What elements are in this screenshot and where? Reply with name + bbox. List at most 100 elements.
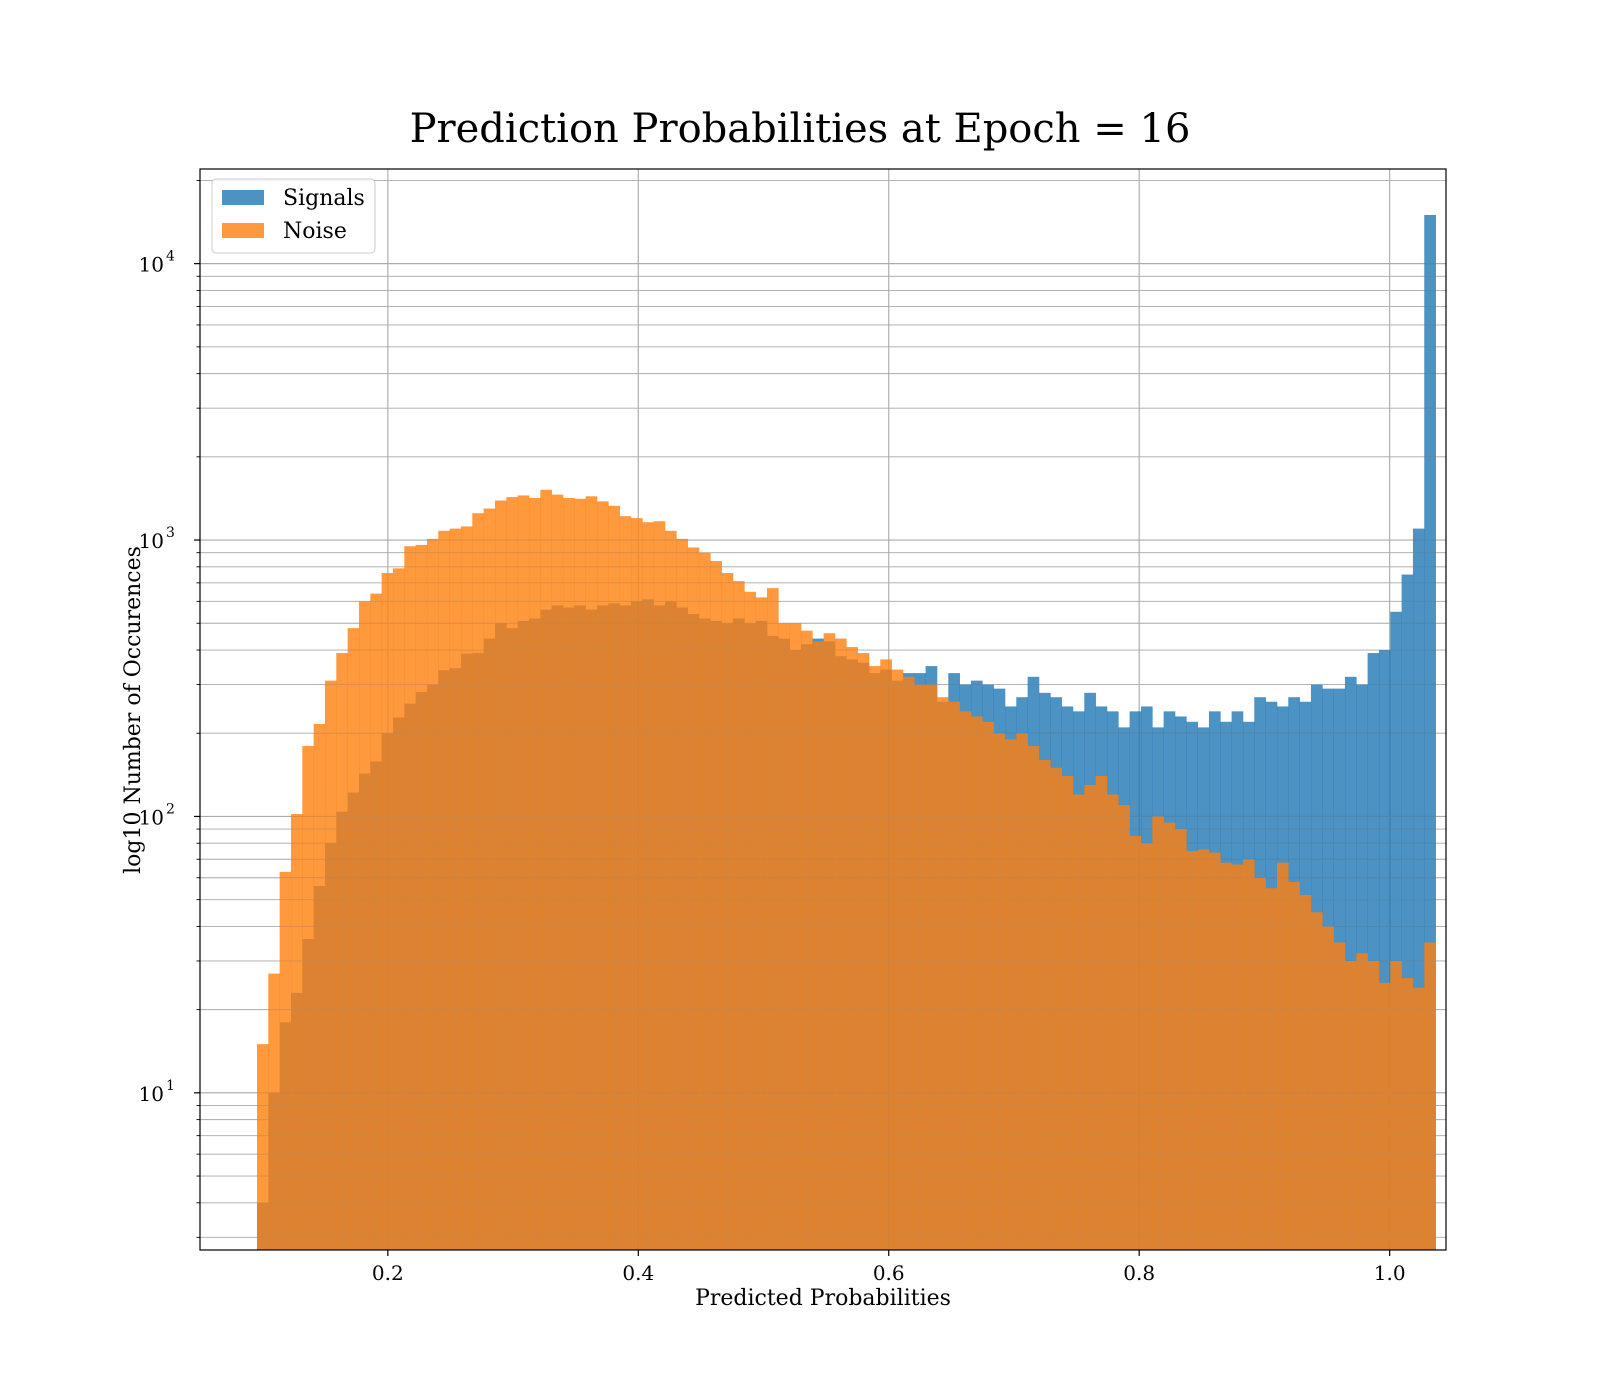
bar-noise [721, 572, 734, 1250]
bar-noise [925, 684, 938, 1250]
y-tick-label: 10 [139, 529, 164, 553]
y-tick-exponent: 3 [166, 525, 175, 541]
y-tick-label: 10 [139, 253, 164, 277]
bar-noise [1231, 864, 1244, 1250]
y-axis-label: log10 Number of Occurences [121, 546, 146, 874]
bar-noise [812, 641, 824, 1250]
bar-noise [1344, 960, 1357, 1250]
bar-noise [256, 1044, 269, 1250]
bar-noise [415, 544, 428, 1250]
bar-noise [914, 684, 926, 1250]
bar-noise [1333, 942, 1346, 1250]
bar-noise [1027, 745, 1040, 1250]
bar-noise [993, 733, 1006, 1250]
x-tick-label: 1.0 [1374, 1261, 1406, 1285]
bar-noise [1367, 960, 1380, 1250]
bar-noise [1186, 850, 1198, 1250]
bar-noise [460, 526, 473, 1250]
bar-signals [1367, 653, 1380, 1250]
y-tick-exponent: 2 [166, 801, 175, 817]
bar-noise [381, 572, 394, 1250]
plot-frame [199, 168, 1447, 1251]
bar-noise [778, 623, 790, 1250]
bar-noise [1412, 987, 1425, 1250]
bar-noise [1356, 953, 1368, 1250]
bar-noise [517, 495, 530, 1250]
bar-noise [585, 496, 598, 1250]
bar-noise [1095, 776, 1108, 1250]
bar-noise [449, 528, 462, 1250]
bar-noise [1118, 804, 1130, 1250]
bar-noise [1038, 760, 1051, 1250]
bar-noise [1140, 843, 1153, 1250]
bar-noise [506, 497, 518, 1250]
bar-noise [891, 669, 904, 1250]
bar-noise [630, 518, 643, 1250]
bar-noise [358, 601, 371, 1250]
bar-noise [562, 497, 575, 1250]
bar-noise [540, 489, 552, 1250]
bar-noise [1265, 888, 1278, 1250]
bar-noise [1401, 978, 1414, 1250]
legend-label-signals: Signals [283, 186, 365, 211]
bar-noise [619, 516, 632, 1250]
bar-noise [1152, 816, 1164, 1250]
bar-noise [1378, 982, 1391, 1250]
bar-noise [744, 591, 756, 1250]
bar-signals [1378, 650, 1391, 1250]
bar-noise [880, 659, 892, 1250]
bar-noise [324, 680, 337, 1250]
legend-swatch-signals [222, 190, 264, 205]
bar-noise [1106, 794, 1119, 1250]
bar-noise [1004, 739, 1017, 1250]
bar-noise [982, 721, 994, 1250]
bar-noise [846, 647, 858, 1250]
bar-noise [1242, 859, 1255, 1250]
bar-noise [970, 716, 983, 1250]
bar-noise [1061, 776, 1074, 1250]
legend-label-noise: Noise [283, 219, 347, 244]
bar-noise [596, 501, 609, 1250]
y-tick-exponent: 4 [166, 249, 175, 265]
series-noise [256, 489, 1436, 1250]
x-tick-label: 0.2 [372, 1261, 404, 1285]
bar-signals [1401, 574, 1414, 1250]
bar-noise [483, 508, 496, 1250]
bar-noise [698, 552, 711, 1250]
bar-signals [1390, 611, 1402, 1250]
plot-area [200, 169, 1446, 1251]
bar-noise [1072, 794, 1085, 1250]
bar-noise [766, 588, 779, 1250]
bar-noise [494, 500, 507, 1250]
bar-noise [1220, 862, 1232, 1250]
x-tick-label: 0.8 [1123, 1261, 1155, 1285]
bar-signals [1412, 528, 1425, 1250]
bar-noise [732, 581, 745, 1250]
bar-noise [574, 498, 586, 1250]
bar-noise [936, 697, 949, 1250]
bar-noise [800, 630, 813, 1250]
x-tick-label: 0.6 [873, 1261, 905, 1285]
bar-noise [1208, 852, 1221, 1250]
bar-noise [302, 745, 314, 1250]
legend: Signals Noise [211, 178, 376, 254]
bar-noise [959, 711, 972, 1250]
bar-noise [653, 521, 666, 1250]
y-tick-label: 10 [139, 1082, 164, 1106]
bar-noise [664, 530, 677, 1250]
bar-noise [687, 547, 700, 1250]
x-axis-label: Predicted Probabilities [695, 1286, 951, 1311]
bar-noise [642, 522, 654, 1250]
legend-swatch-noise [222, 223, 264, 238]
bar-noise [1299, 894, 1312, 1250]
bar-noise [857, 653, 870, 1250]
bar-noise [789, 623, 802, 1250]
bar-noise [1163, 822, 1176, 1250]
bar-noise [1197, 849, 1210, 1250]
bar-noise [268, 973, 280, 1250]
x-axis: 0.2 0.4 0.6 0.8 1.0 [372, 1250, 1406, 1285]
bar-noise [426, 538, 439, 1250]
bar-signals [1424, 214, 1436, 1251]
